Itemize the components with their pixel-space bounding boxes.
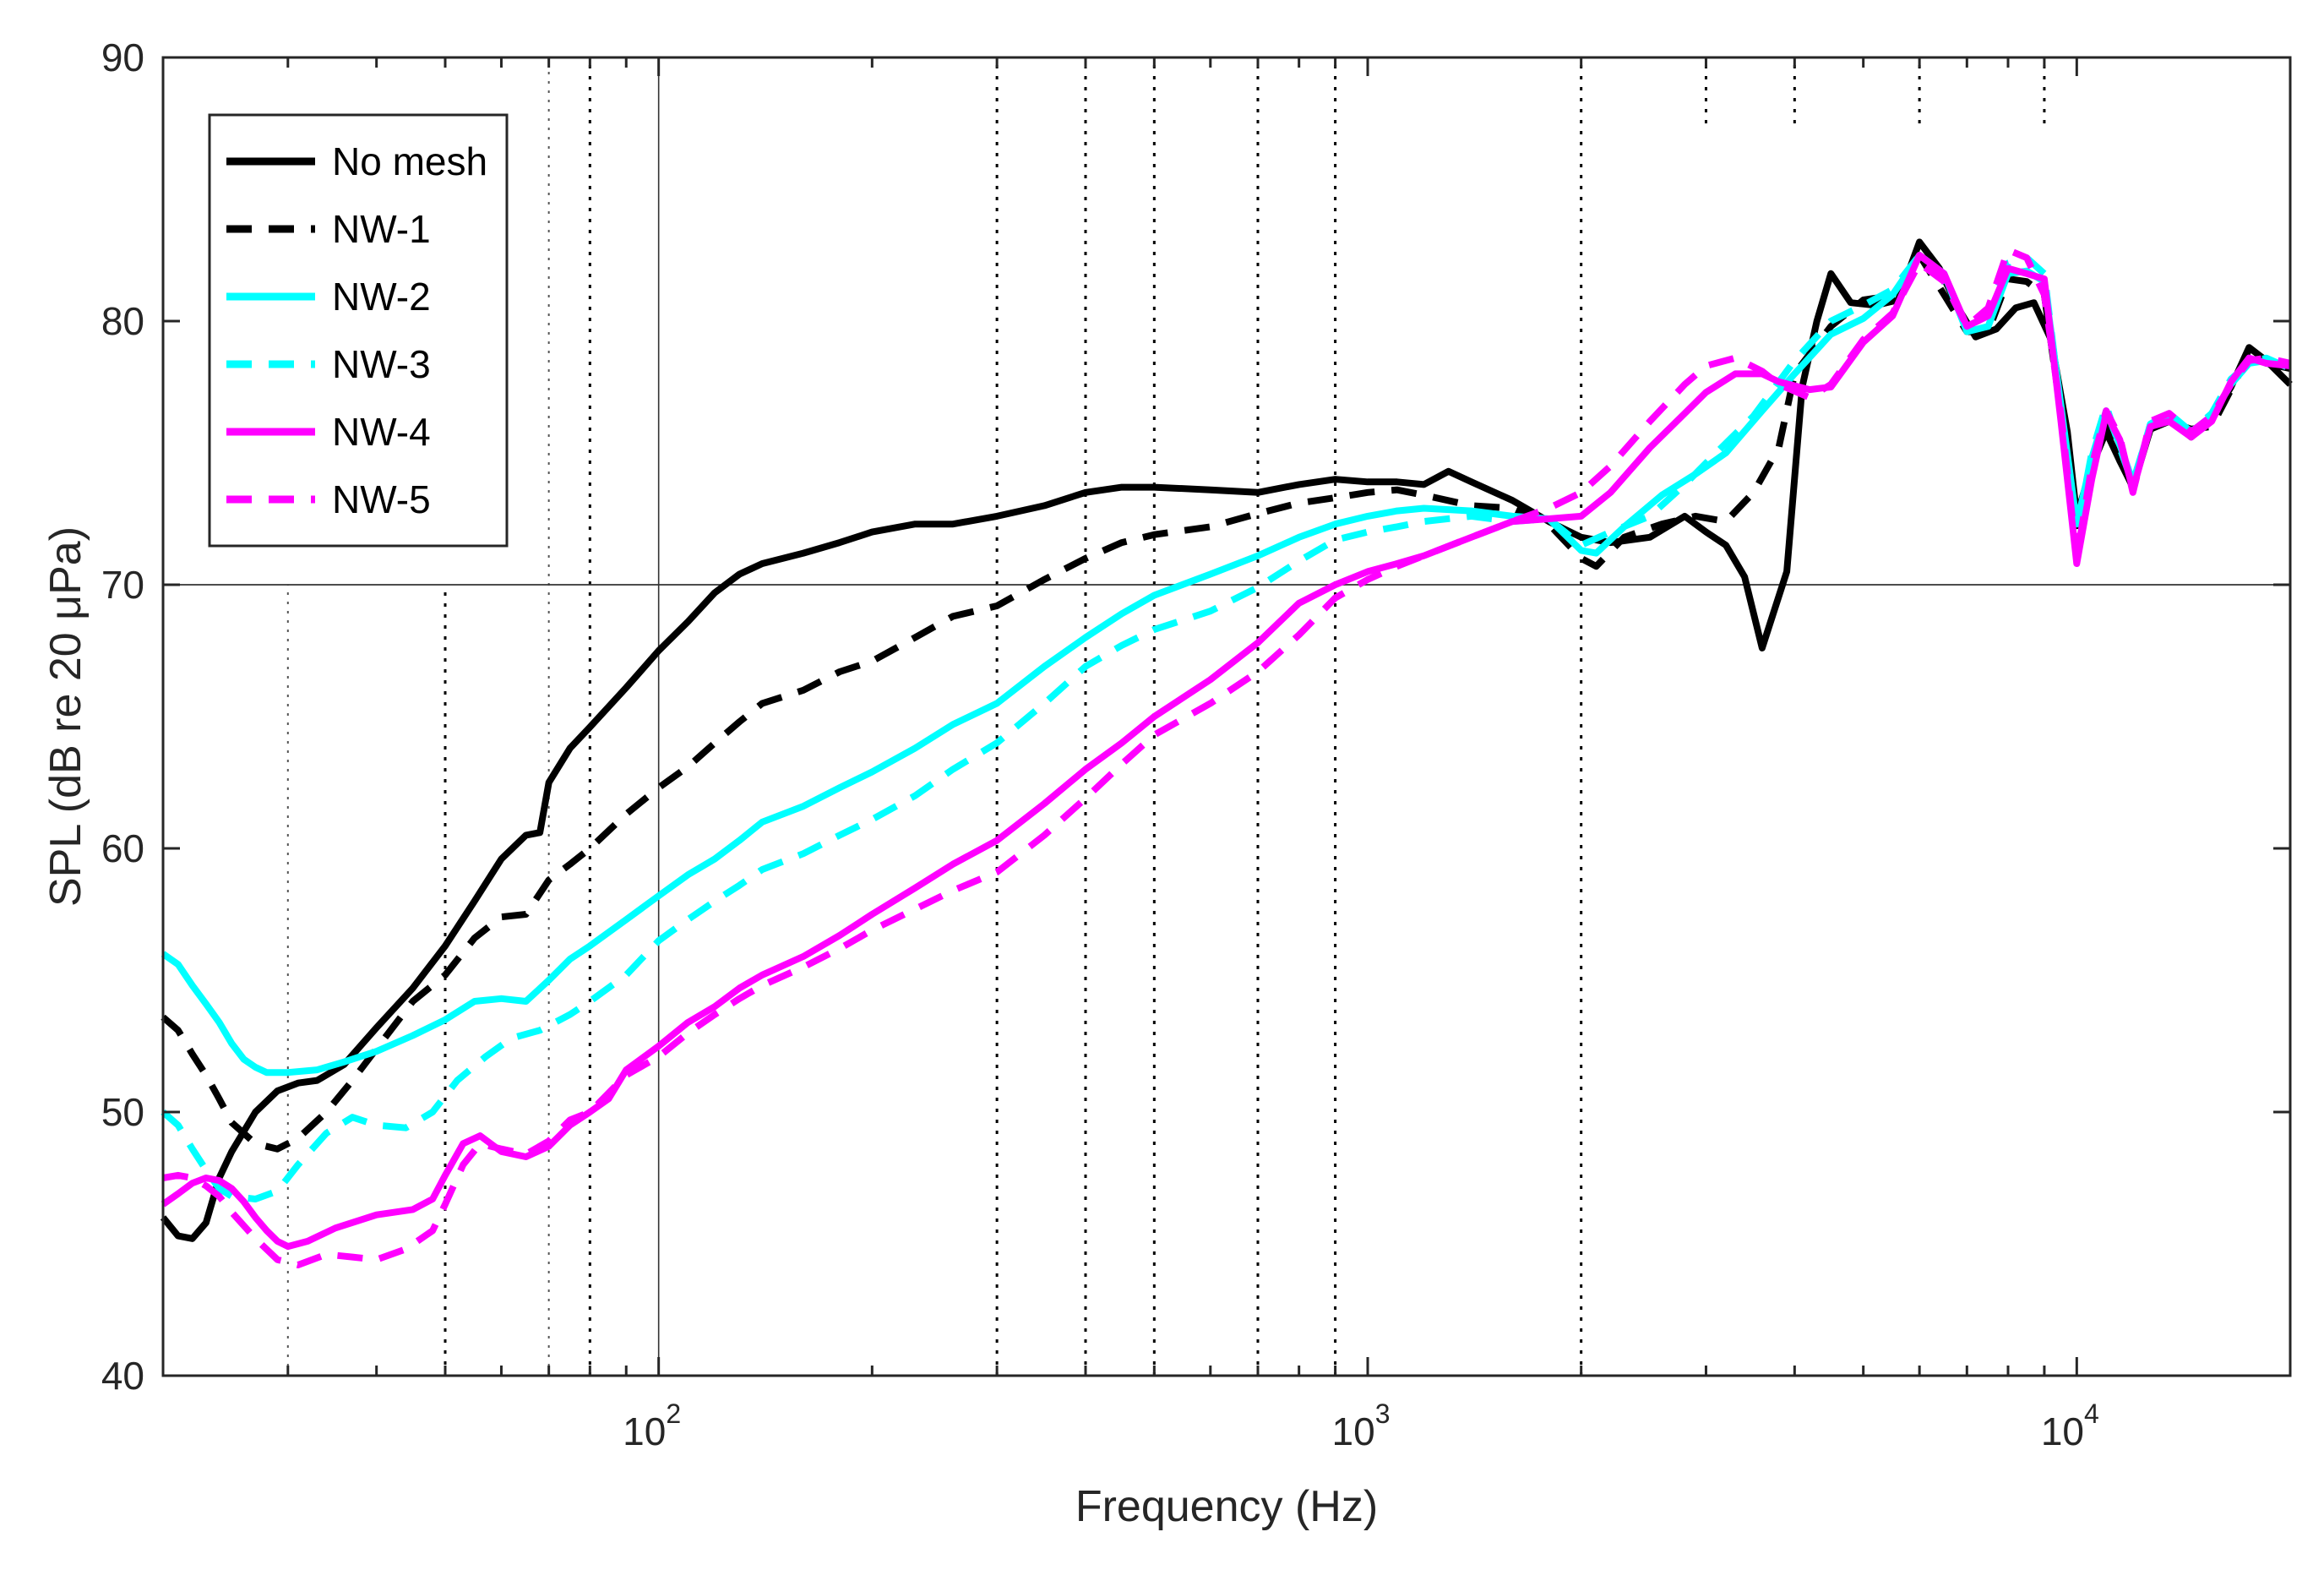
- legend-label-5: NW-4: [332, 410, 431, 454]
- y-tick-label-60: 60: [101, 826, 144, 870]
- legend: No mesh NW-1 NW-2 NW-3 NW-4 NW-5: [208, 113, 509, 548]
- x-tick-label-100: 102: [623, 1398, 681, 1453]
- y-tick-label-80: 80: [101, 299, 144, 343]
- x-tick-label-10000: 104: [2041, 1398, 2099, 1453]
- y-axis-label: SPL (dB re 20 μPa): [41, 526, 90, 907]
- legend-label-1: No mesh: [332, 139, 487, 183]
- y-tick-label-50: 50: [101, 1090, 144, 1134]
- axis-ticks: 40 50 60 70 80 90 102 103 104: [101, 35, 2292, 1453]
- y-tick-label-70: 70: [101, 563, 144, 607]
- legend-box: [208, 113, 509, 548]
- legend-label-6: NW-5: [332, 477, 431, 521]
- y-tick-label-40: 40: [101, 1354, 144, 1398]
- plot-frame: [161, 56, 2292, 1377]
- x-axis-label: Frequency (Hz): [1075, 1482, 1378, 1531]
- legend-label-4: NW-3: [332, 342, 431, 386]
- series-line-4: [161, 252, 2292, 1202]
- x-tick-label-1000: 103: [1332, 1398, 1391, 1453]
- y-tick-label-90: 90: [101, 35, 144, 79]
- legend-label-2: NW-1: [332, 207, 431, 251]
- series-line-6: [162, 246, 2291, 1268]
- legend-label-3: NW-2: [332, 275, 431, 319]
- series-group: [160, 238, 2293, 1268]
- series-line-2: [161, 252, 2291, 1153]
